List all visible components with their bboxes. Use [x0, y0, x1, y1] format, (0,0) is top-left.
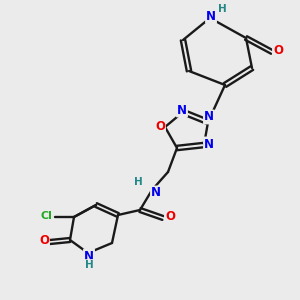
Text: O: O: [39, 235, 49, 248]
Text: H: H: [218, 4, 226, 14]
Text: N: N: [151, 187, 161, 200]
Text: N: N: [204, 110, 214, 124]
Text: N: N: [84, 250, 94, 262]
Text: N: N: [204, 137, 214, 151]
Text: H: H: [85, 260, 93, 270]
Text: O: O: [165, 211, 175, 224]
Text: H: H: [134, 177, 142, 187]
Text: N: N: [206, 10, 216, 22]
Text: O: O: [155, 119, 165, 133]
Text: Cl: Cl: [40, 211, 52, 221]
Text: O: O: [273, 44, 283, 58]
Text: N: N: [177, 103, 187, 116]
